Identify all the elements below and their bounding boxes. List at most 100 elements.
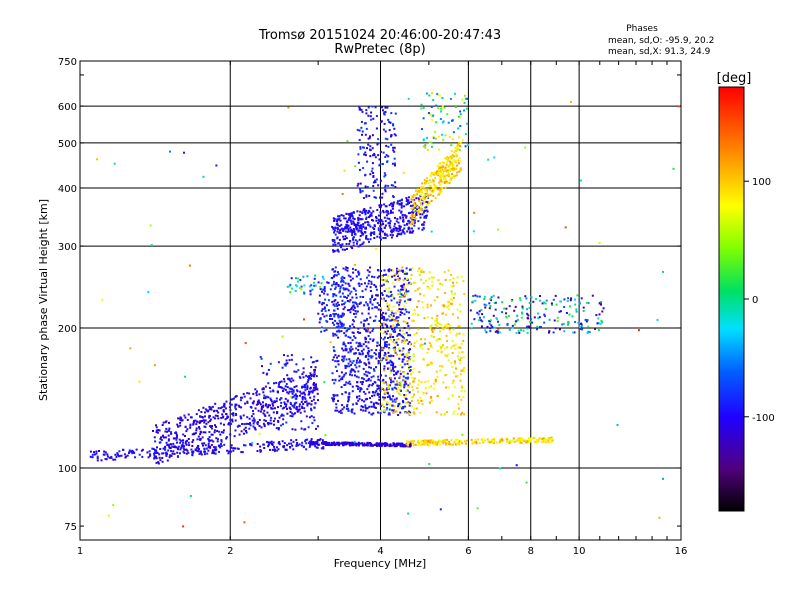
data-point [532, 300, 535, 303]
data-point [405, 321, 407, 324]
data-point [427, 112, 430, 114]
data-point [310, 438, 313, 441]
data-point [427, 441, 430, 444]
data-point [378, 206, 381, 209]
data-point [409, 298, 412, 301]
data-point [365, 407, 368, 410]
data-point [406, 283, 409, 286]
data-point [331, 225, 334, 228]
data-point [382, 381, 385, 384]
data-point [356, 240, 359, 243]
data-point [409, 230, 412, 233]
data-point [191, 445, 194, 447]
data-point [339, 219, 342, 222]
data-point [409, 365, 412, 368]
data-point [403, 386, 406, 389]
data-point [410, 200, 413, 203]
data-point [275, 400, 278, 403]
data-point [286, 399, 289, 402]
data-point [263, 413, 266, 416]
data-point [397, 322, 399, 325]
data-point [413, 214, 416, 217]
data-point [405, 339, 408, 342]
data-point [318, 321, 321, 324]
data-point [406, 356, 409, 359]
data-point [564, 226, 567, 229]
data-point [466, 97, 469, 100]
y-tick-label: 75 [64, 522, 77, 533]
data-point [335, 443, 338, 446]
data-point [281, 366, 284, 369]
data-point [552, 331, 555, 334]
data-point [439, 338, 442, 341]
data-point [346, 309, 349, 312]
data-point [533, 437, 536, 439]
data-point [442, 439, 445, 442]
data-point [438, 148, 441, 151]
data-point [180, 419, 183, 422]
data-point [281, 414, 284, 417]
data-point [255, 394, 258, 397]
data-point [456, 374, 459, 377]
data-point [354, 364, 357, 367]
data-point [396, 233, 399, 236]
data-point [297, 444, 300, 447]
data-point [456, 145, 459, 148]
data-point [441, 304, 444, 307]
data-point [270, 440, 273, 443]
data-point [432, 99, 435, 101]
data-point [356, 184, 359, 187]
data-point [481, 313, 484, 316]
data-point [409, 382, 412, 385]
data-point [390, 211, 393, 214]
data-point [286, 386, 289, 389]
data-point [220, 440, 223, 443]
chart-subtitle: RwPretec (8p) [334, 42, 425, 57]
data-point [393, 338, 395, 341]
data-point [421, 210, 424, 213]
data-point [434, 185, 437, 187]
data-point [539, 295, 541, 297]
data-point [410, 373, 412, 376]
data-point [302, 446, 305, 449]
data-point [396, 267, 398, 270]
data-point [349, 311, 352, 314]
data-point [458, 440, 461, 443]
data-point [315, 383, 317, 386]
data-point [315, 446, 318, 449]
data-point [357, 153, 360, 156]
data-point [446, 327, 449, 330]
data-point [483, 303, 486, 306]
data-point [361, 110, 364, 113]
data-point [369, 444, 372, 447]
data-point [385, 205, 388, 208]
data-point [380, 219, 383, 222]
data-point [347, 282, 350, 285]
data-point [430, 113, 433, 116]
data-point [273, 382, 275, 385]
data-point [348, 393, 351, 396]
data-point [368, 350, 371, 353]
data-point [367, 308, 370, 311]
data-point [445, 180, 448, 183]
data-point [323, 315, 326, 318]
data-point [410, 198, 413, 201]
data-point [514, 320, 517, 323]
data-point [424, 386, 427, 389]
data-point [382, 357, 385, 360]
data-point [404, 405, 407, 408]
data-point [533, 316, 536, 319]
data-point [110, 455, 113, 458]
data-point [420, 103, 423, 106]
data-point [476, 507, 479, 510]
data-point [461, 411, 464, 414]
data-point [352, 403, 355, 406]
data-point [426, 364, 428, 367]
data-point [347, 274, 350, 277]
data-point [371, 384, 374, 387]
data-point [368, 279, 371, 282]
data-point [389, 378, 392, 381]
data-point [334, 378, 337, 381]
data-point [213, 409, 216, 412]
data-point [351, 385, 354, 388]
